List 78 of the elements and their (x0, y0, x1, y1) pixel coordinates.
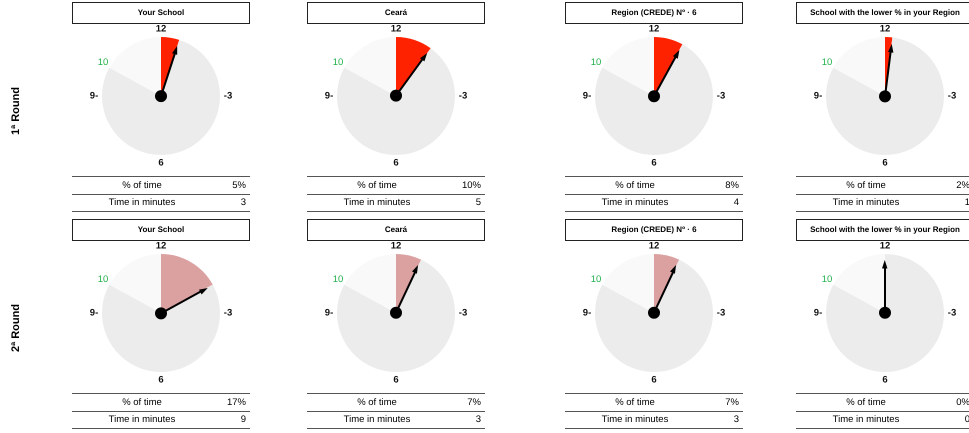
text: 2ª Round (10, 304, 22, 352)
text: 12 (156, 240, 166, 252)
text: % of time (356, 397, 398, 408)
text: 9- (582, 90, 592, 102)
text: 9- (814, 308, 822, 319)
text: % of time (121, 397, 163, 408)
text: 5% (232, 180, 246, 191)
chart-title: Region (CREDE) Nº · 6 (565, 2, 743, 24)
chart-title: Region (CREDE) Nº · 6 (565, 219, 743, 241)
text: 6 (393, 158, 399, 169)
text: 5 (476, 197, 481, 208)
text: 9- (324, 308, 334, 319)
text: 9 (240, 414, 246, 425)
text: 12 (880, 24, 890, 35)
text: 9- (324, 90, 334, 102)
text: Time in minutes (832, 414, 900, 425)
text: -3 (224, 90, 232, 102)
text: 10 (590, 274, 602, 286)
chart-title: School with the lower % in your Region (796, 219, 969, 241)
text: 6 (158, 158, 164, 169)
text: 12 (390, 24, 402, 35)
text: 10 (590, 57, 602, 68)
chart-title: Ceará (307, 219, 485, 241)
text: 6 (393, 374, 399, 386)
text: -3 (948, 90, 956, 102)
chart-title: Ceará (307, 2, 485, 24)
text: 10 (98, 57, 108, 68)
text: % of time (845, 397, 887, 408)
text: 10 (822, 274, 832, 286)
text: Time in minutes (600, 197, 670, 208)
text: 9- (582, 308, 592, 319)
text: % of time (121, 180, 163, 191)
text: 17% (226, 397, 246, 408)
text: Time in minutes (832, 197, 900, 208)
text: 10 (98, 274, 108, 286)
text: Time in minutes (108, 197, 176, 208)
text: 10 (332, 57, 344, 68)
text: -3 (458, 308, 468, 319)
text: -3 (948, 308, 956, 319)
text: 10% (462, 180, 481, 191)
text: 12 (390, 240, 402, 252)
text: % of time (614, 397, 656, 408)
text: -3 (458, 90, 468, 102)
text: Time in minutes (108, 414, 176, 425)
text: 12 (648, 240, 660, 252)
text: 12 (156, 24, 166, 35)
text: -3 (716, 90, 726, 102)
text: 12 (648, 24, 660, 35)
text: 12 (880, 240, 890, 252)
text: -3 (716, 308, 726, 319)
text: % of time (845, 180, 887, 191)
text: 9- (814, 90, 822, 102)
text: 6 (158, 374, 164, 386)
text: 8% (725, 180, 739, 191)
text: Time in minutes (342, 414, 412, 425)
text: Time in minutes (600, 414, 670, 425)
chart-title: Your School (72, 2, 250, 24)
text: 6 (651, 158, 657, 169)
text: 3 (240, 197, 246, 208)
text: 6 (882, 158, 888, 169)
text: Time in minutes (342, 197, 412, 208)
text: 1ª Round (10, 86, 22, 136)
text: 7% (725, 397, 739, 408)
chart-title: School with the lower % in your Region (796, 2, 969, 24)
text: 6 (882, 374, 888, 386)
text: -3 (224, 308, 232, 319)
text: 7% (467, 397, 481, 408)
chart-title: Your School (72, 219, 250, 241)
text: % of time (356, 180, 398, 191)
text: % of time (614, 180, 656, 191)
text: 10 (822, 57, 832, 68)
text: 4 (734, 197, 739, 208)
text: 3 (476, 414, 481, 425)
text: 9- (90, 308, 98, 319)
text: 3 (734, 414, 739, 425)
text: 10 (332, 274, 344, 286)
text: 6 (651, 374, 657, 386)
text: 9- (90, 90, 98, 102)
